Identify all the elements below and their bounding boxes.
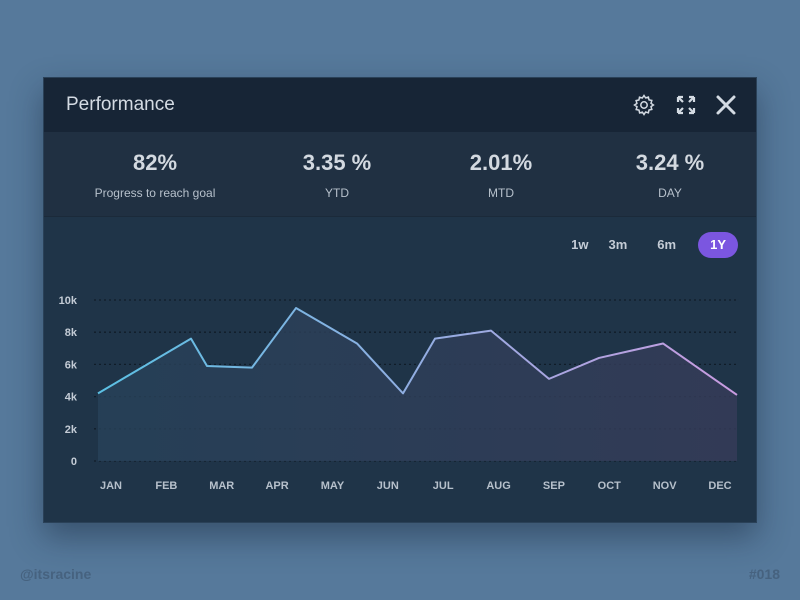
performance-widget: Performance 82% Progress to reach goal 3… xyxy=(43,77,757,523)
shot-number: #018 xyxy=(748,566,780,582)
y-tick-label: 10k xyxy=(59,295,78,307)
author-handle: @itsracine xyxy=(20,566,92,582)
x-tick-label: AUG xyxy=(486,480,510,492)
y-tick-label: 4k xyxy=(65,392,78,404)
range-3m-button[interactable]: 3m xyxy=(608,237,628,252)
stat-progress: 82% Progress to reach goal xyxy=(66,132,244,200)
performance-chart: 0 2k 4k 6k 8k 10k JAN FEB MAR APR MAY JUN JUL AUG SEP O… xyxy=(59,295,738,492)
range-6m-button[interactable]: 6m xyxy=(657,237,677,252)
close-icon[interactable] xyxy=(714,93,738,117)
x-tick-label: DEC xyxy=(708,480,731,492)
stat-value: 3.24 % xyxy=(635,150,705,175)
y-tick-label: 0 xyxy=(71,456,77,468)
range-selector: 1w 3m 6m 1Y xyxy=(559,231,738,259)
y-tick-label: 8k xyxy=(65,327,78,339)
x-tick-label: JAN xyxy=(100,480,122,492)
x-tick-label: JUL xyxy=(433,480,454,492)
stat-value: 2.01% xyxy=(469,150,533,175)
expand-icon[interactable] xyxy=(674,93,698,117)
stat-value: 3.35 % xyxy=(302,150,372,175)
range-1y-button[interactable]: 1Y xyxy=(698,232,738,258)
widget-title: Performance xyxy=(66,94,175,115)
x-tick-label: SEP xyxy=(543,480,565,492)
stat-value: 82% xyxy=(132,150,178,175)
widget-header: Performance xyxy=(44,78,756,132)
stat-label: YTD xyxy=(325,186,349,200)
stat-mtd: 2.01% MTD xyxy=(412,132,590,200)
y-tick-label: 2k xyxy=(65,424,78,436)
x-tick-label: APR xyxy=(265,480,288,492)
x-tick-label: MAY xyxy=(321,480,345,492)
x-tick-label: MAR xyxy=(209,480,234,492)
stats-row: 82% Progress to reach goal 3.35 % YTD 2.… xyxy=(44,132,756,217)
stat-label: DAY xyxy=(658,186,682,200)
stat-day: 3.24 % DAY xyxy=(581,132,759,200)
x-tick-label: JUN xyxy=(377,480,399,492)
series-line xyxy=(97,307,738,396)
range-1w-button[interactable]: 1w xyxy=(571,237,589,252)
gear-icon[interactable] xyxy=(632,93,656,117)
area-fill xyxy=(98,308,737,461)
stat-ytd: 3.35 % YTD xyxy=(248,132,426,200)
stat-label: Progress to reach goal xyxy=(94,186,216,200)
x-tick-label: FEB xyxy=(155,480,177,492)
x-tick-label: NOV xyxy=(653,480,678,492)
y-tick-label: 6k xyxy=(65,359,78,371)
x-tick-label: OCT xyxy=(598,480,622,492)
stat-label: MTD xyxy=(488,186,514,200)
